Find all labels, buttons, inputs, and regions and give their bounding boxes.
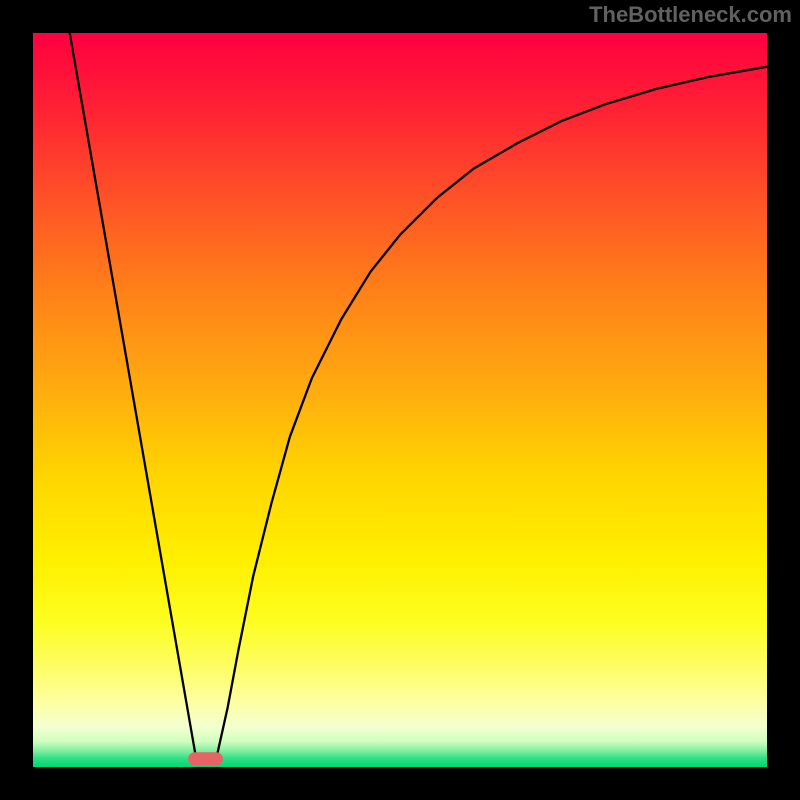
bottleneck-chart: [0, 0, 800, 800]
bottleneck-marker: [189, 753, 223, 765]
watermark-text: TheBottleneck.com: [589, 2, 792, 28]
chart-container: { "watermark": { "text": "TheBottleneck.…: [0, 0, 800, 800]
